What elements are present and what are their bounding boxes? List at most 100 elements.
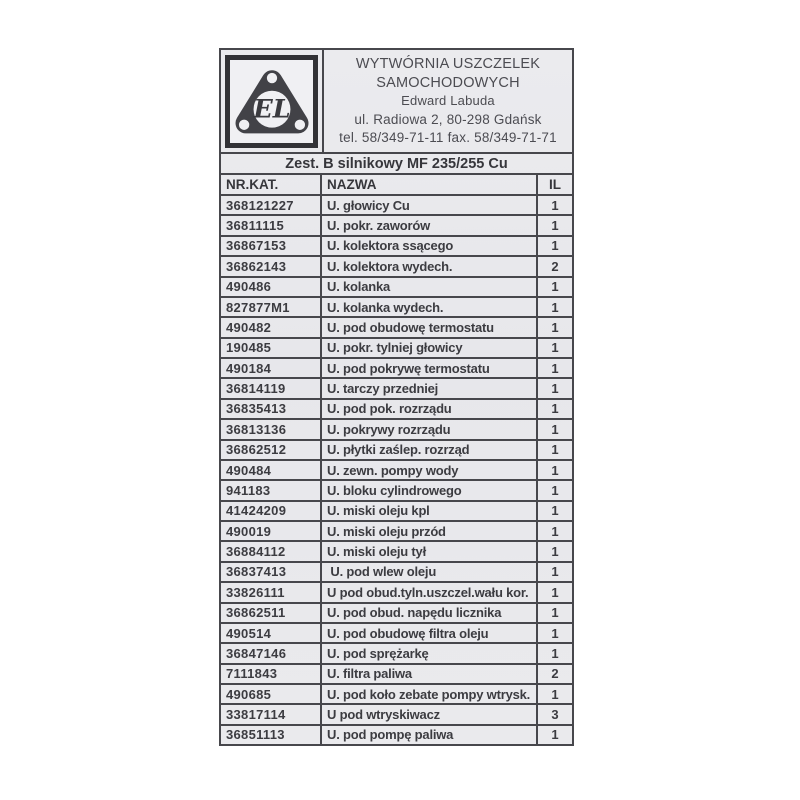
cell-nazwa: U. kolektora ssącego: [322, 236, 538, 256]
cell-nazwa: U. miski oleju kpl: [322, 501, 538, 520]
cell-nazwa: U pod wtryskiwacz: [322, 705, 538, 724]
cell-nr: 33817114: [221, 705, 322, 724]
cell-nazwa: U. pod obud. napędu licznika: [322, 603, 538, 622]
cell-nazwa: U. miski oleju tył: [322, 542, 538, 561]
cell-nazwa: U. filtra paliwa: [322, 664, 538, 683]
cell-il: 1: [551, 401, 559, 417]
company-owner: Edward Labuda: [401, 93, 495, 109]
cell-nazwa: U. pod obudowę filtra oleju: [322, 623, 538, 643]
cell-il: 2: [551, 258, 559, 274]
cell-nazwa: U. pod obudowę termostatu: [322, 318, 538, 337]
table-row: 490184 U. pod pokrywę termostatu 1: [221, 357, 572, 378]
column-header-il: IL: [549, 177, 561, 192]
cell-nazwa: U. pod pompę paliwa: [322, 725, 538, 745]
cell-nr: 368121227: [221, 196, 322, 215]
cell-il: 1: [551, 523, 559, 539]
cell-nr: 36813136: [221, 420, 322, 439]
cell-nazwa: U pod obud.tyln.uszczel.wału kor.: [322, 583, 538, 602]
company-name-line2: SAMOCHODOWYCH: [376, 74, 520, 91]
cell-il: 1: [551, 319, 559, 335]
cell-nazwa: U. pod pokrywę termostatu: [322, 359, 538, 378]
cell-nazwa: U. pod pok. rozrządu: [322, 399, 538, 419]
cell-nazwa: U. zewn. pompy wody: [322, 460, 538, 480]
cell-il: 1: [551, 299, 559, 315]
table-row: 490019 U. miski oleju przód 1: [221, 520, 572, 541]
cell-nr: 36811115: [221, 216, 322, 235]
cell-nazwa: U. bloku cylindrowego: [322, 481, 538, 500]
parts-list-label: EL WYTWÓRNIA USZCZELEK SAMOCHODOWYCH Edw…: [219, 48, 574, 746]
table-row: 36862511 U. pod obud. napędu licznika 1: [221, 601, 572, 622]
cell-il: 1: [551, 462, 559, 478]
company-name-line1: WYTWÓRNIA USZCZELEK: [355, 56, 541, 72]
table-row: 36847146 U. pod sprężarkę 1: [221, 642, 572, 663]
cell-nr: 36862511: [221, 603, 322, 622]
cell-il: 1: [551, 279, 559, 295]
cell-il: 1: [551, 218, 559, 234]
table-body: 368121227 U. głowicy Cu 1 36811115 U. pokr. …: [221, 196, 572, 745]
logo-cell: EL: [221, 50, 324, 152]
cell-nr: 36847146: [221, 644, 322, 663]
column-header-nazwa: NAZWA: [322, 175, 538, 194]
cell-il: 1: [551, 503, 559, 519]
gasket-logo-icon: EL: [235, 70, 308, 134]
table-row: 490514 U. pod obudowę filtra oleju 1: [221, 621, 572, 643]
table-column-headers: NR.KAT. NAZWA IL: [221, 175, 572, 196]
company-address: ul. Radiowa 2, 80-298 Gdańsk: [354, 111, 542, 127]
table-row: 7111843 U. filtra paliwa 2: [221, 662, 572, 683]
table-row: 368121227 U. głowicy Cu 1: [221, 196, 572, 215]
cell-nr: 827877M1: [221, 297, 322, 317]
company-info: WYTWÓRNIA USZCZELEK SAMOCHODOWYCH Edward…: [324, 50, 572, 152]
table-row: 36884112 U. miski oleju tył 1: [221, 540, 572, 561]
cell-nazwa: U. głowicy Cu: [322, 196, 538, 215]
table-row: 36862143 U. kolektora wydech. 2: [221, 255, 572, 276]
table-row: 36862512 U. płytki zaślep. rozrząd 1: [221, 438, 572, 459]
cell-nr: 36851113: [221, 725, 322, 745]
cell-nr: 36837413: [221, 562, 322, 582]
cell-il: 2: [551, 666, 559, 682]
table-row: 36837413 U. pod wlew oleju 1: [221, 560, 572, 582]
cell-nr: 490482: [221, 318, 322, 337]
logo-monogram: EL: [252, 93, 290, 123]
table-row: 490685 U. pod koło zebate pompy wtrysk. 1: [221, 683, 572, 704]
company-phone-fax: tel. 58/349-71-11 fax. 58/349-71-71: [339, 130, 557, 146]
cell-il: 1: [551, 340, 559, 356]
cell-il: 1: [551, 727, 559, 743]
cell-nr: 41424209: [221, 501, 322, 520]
table-row: 33826111 U pod obud.tyln.uszczel.wału kor…: [221, 581, 572, 602]
cell-il: 1: [551, 197, 559, 213]
table-row: 490486 U. kolanka 1: [221, 275, 572, 296]
cell-nr: 490184: [221, 359, 322, 378]
cell-nr: 36862512: [221, 440, 322, 459]
cell-nr: 36835413: [221, 399, 322, 419]
table-row: 827877M1 U. kolanka wydech. 1: [221, 295, 572, 317]
cell-il: 1: [551, 645, 559, 661]
table-row: 41424209 U. miski oleju kpl 1: [221, 499, 572, 520]
cell-nazwa: U. płytki zaślep. rozrząd: [322, 440, 538, 459]
label-header: EL WYTWÓRNIA USZCZELEK SAMOCHODOWYCH Edw…: [221, 50, 572, 154]
cell-il: 1: [551, 442, 559, 458]
cell-nr: 33826111: [221, 583, 322, 602]
table-row: 36867153 U. kolektora ssącego 1: [221, 234, 572, 256]
table-row: 941183 U. bloku cylindrowego 1: [221, 479, 572, 500]
table-row: 490482 U. pod obudowę termostatu 1: [221, 316, 572, 337]
cell-il: 1: [551, 238, 559, 254]
cell-il: 1: [551, 564, 559, 580]
cell-nazwa: U. kolanka: [322, 277, 538, 296]
cell-nr: 941183: [221, 481, 322, 500]
table-row: 36814119 U. tarczy przedniej 1: [221, 377, 572, 398]
table-row: 190485 U. pokr. tylniej głowicy 1: [221, 336, 572, 357]
cell-nazwa: U. pod koło zebate pompy wtrysk.: [322, 685, 538, 704]
cell-nazwa: U. kolanka wydech.: [322, 297, 538, 317]
cell-nr: 490486: [221, 277, 322, 296]
cell-nazwa: U. pokrywy rozrządu: [322, 420, 538, 439]
cell-nr: 36884112: [221, 542, 322, 561]
cell-nr: 490019: [221, 522, 322, 541]
cell-il: 1: [551, 625, 559, 641]
cell-nr: 36862143: [221, 257, 322, 276]
cell-il: 1: [551, 360, 559, 376]
column-header-nrkat: NR.KAT.: [221, 175, 322, 194]
cell-nazwa: U. tarczy przedniej: [322, 379, 538, 398]
cell-il: 3: [551, 707, 559, 723]
cell-il: 1: [551, 544, 559, 560]
table-row: 33817114 U pod wtryskiwacz 3: [221, 703, 572, 724]
